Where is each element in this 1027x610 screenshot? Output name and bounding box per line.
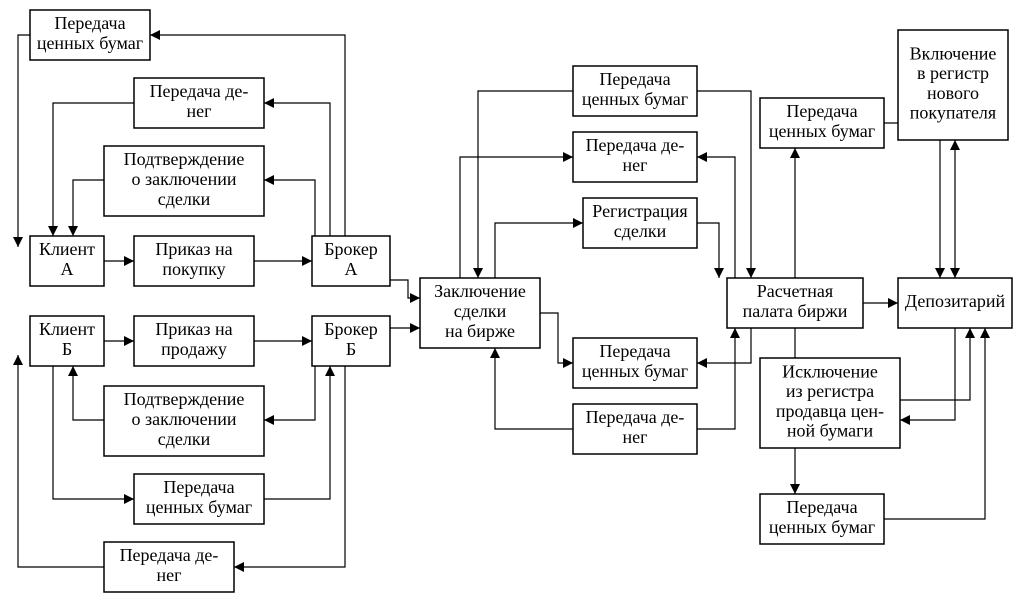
edge-e20 [460,157,573,278]
node-n_client_a: КлиентА [30,236,104,286]
node-n_incl: Включениев регистрновогопокупателя [898,30,1008,140]
node-n_conf_a: Подтверждениео заключениисделки [104,146,264,216]
node-label: Включениев регистрновогопокупателя [910,43,997,122]
edge-e12 [73,366,104,420]
edge-e16 [18,355,104,567]
edge-e5 [264,180,315,236]
edge-e24 [697,91,751,278]
node-n_sec_a: Передачаценных бумаг [30,10,150,60]
edge-e17 [390,280,420,298]
node-n_p_sec_b: Передачаценных бумаг [573,338,697,388]
node-n_clearing: Расчетнаяпалата биржи [727,278,863,328]
node-label: Исключениеиз регистрапродавца цен-ной бу… [776,361,884,440]
node-n_broker_a: БрокерА [312,236,390,286]
node-n_reg: Регистрациясделки [583,198,697,248]
node-n_p_money_a: Передача де-нег [573,132,697,182]
node-n_p_sec_a: Передачаценных бумаг [573,66,697,116]
edge-e33 [900,328,955,420]
edge-e30 [884,123,940,278]
edge-e13 [264,366,330,499]
edge-e22 [540,313,573,363]
node-n_sec_b: Передачаценных бумаг [134,474,264,524]
node-n_deal: Заключениесделкина бирже [420,278,540,348]
node-label: Приказ напокупку [155,239,232,279]
node-n_money_b: Передача де-нег [104,542,234,592]
edge-e19 [478,91,573,278]
node-n_excl: Исключениеиз регистрапродавца цен-ной бу… [760,358,900,448]
node-label: Расчетнаяпалата биржи [743,281,848,321]
edge-e28 [697,328,735,429]
node-n_p_money_b: Передача де-нег [573,404,697,454]
node-label: Депозитарий [905,291,1006,311]
edge-e2 [18,35,30,247]
edge-e21 [495,223,583,278]
edge-e23 [495,348,573,429]
node-n_depo: Депозитарий [898,278,1012,328]
edge-e32 [900,328,970,400]
edge-e27 [697,328,751,363]
node-label: Приказ напродажу [155,319,232,359]
node-n_conf_b: Подтверждениео заключениисделки [104,386,264,456]
node-n_c_sec: Передачаценных бумаг [760,98,884,148]
node-n_money_a: Передача де-нег [134,78,264,128]
edge-e26 [697,223,719,278]
edge-e25 [697,157,735,278]
node-n_client_b: КлиентБ [30,316,104,366]
node-n_order_sell: Приказ напродажу [134,316,254,366]
node-n_order_buy: Приказ напокупку [134,236,254,286]
node-n_broker_b: БрокерБ [312,316,390,366]
nodes-layer: Передачаценных бумаг Передача де-нег Подтв… [30,10,1012,592]
node-n_c_sec2: Передачаценных бумаг [760,494,884,544]
edge-e6 [73,180,104,236]
edge-e3 [264,103,330,236]
edge-e11 [264,366,315,420]
